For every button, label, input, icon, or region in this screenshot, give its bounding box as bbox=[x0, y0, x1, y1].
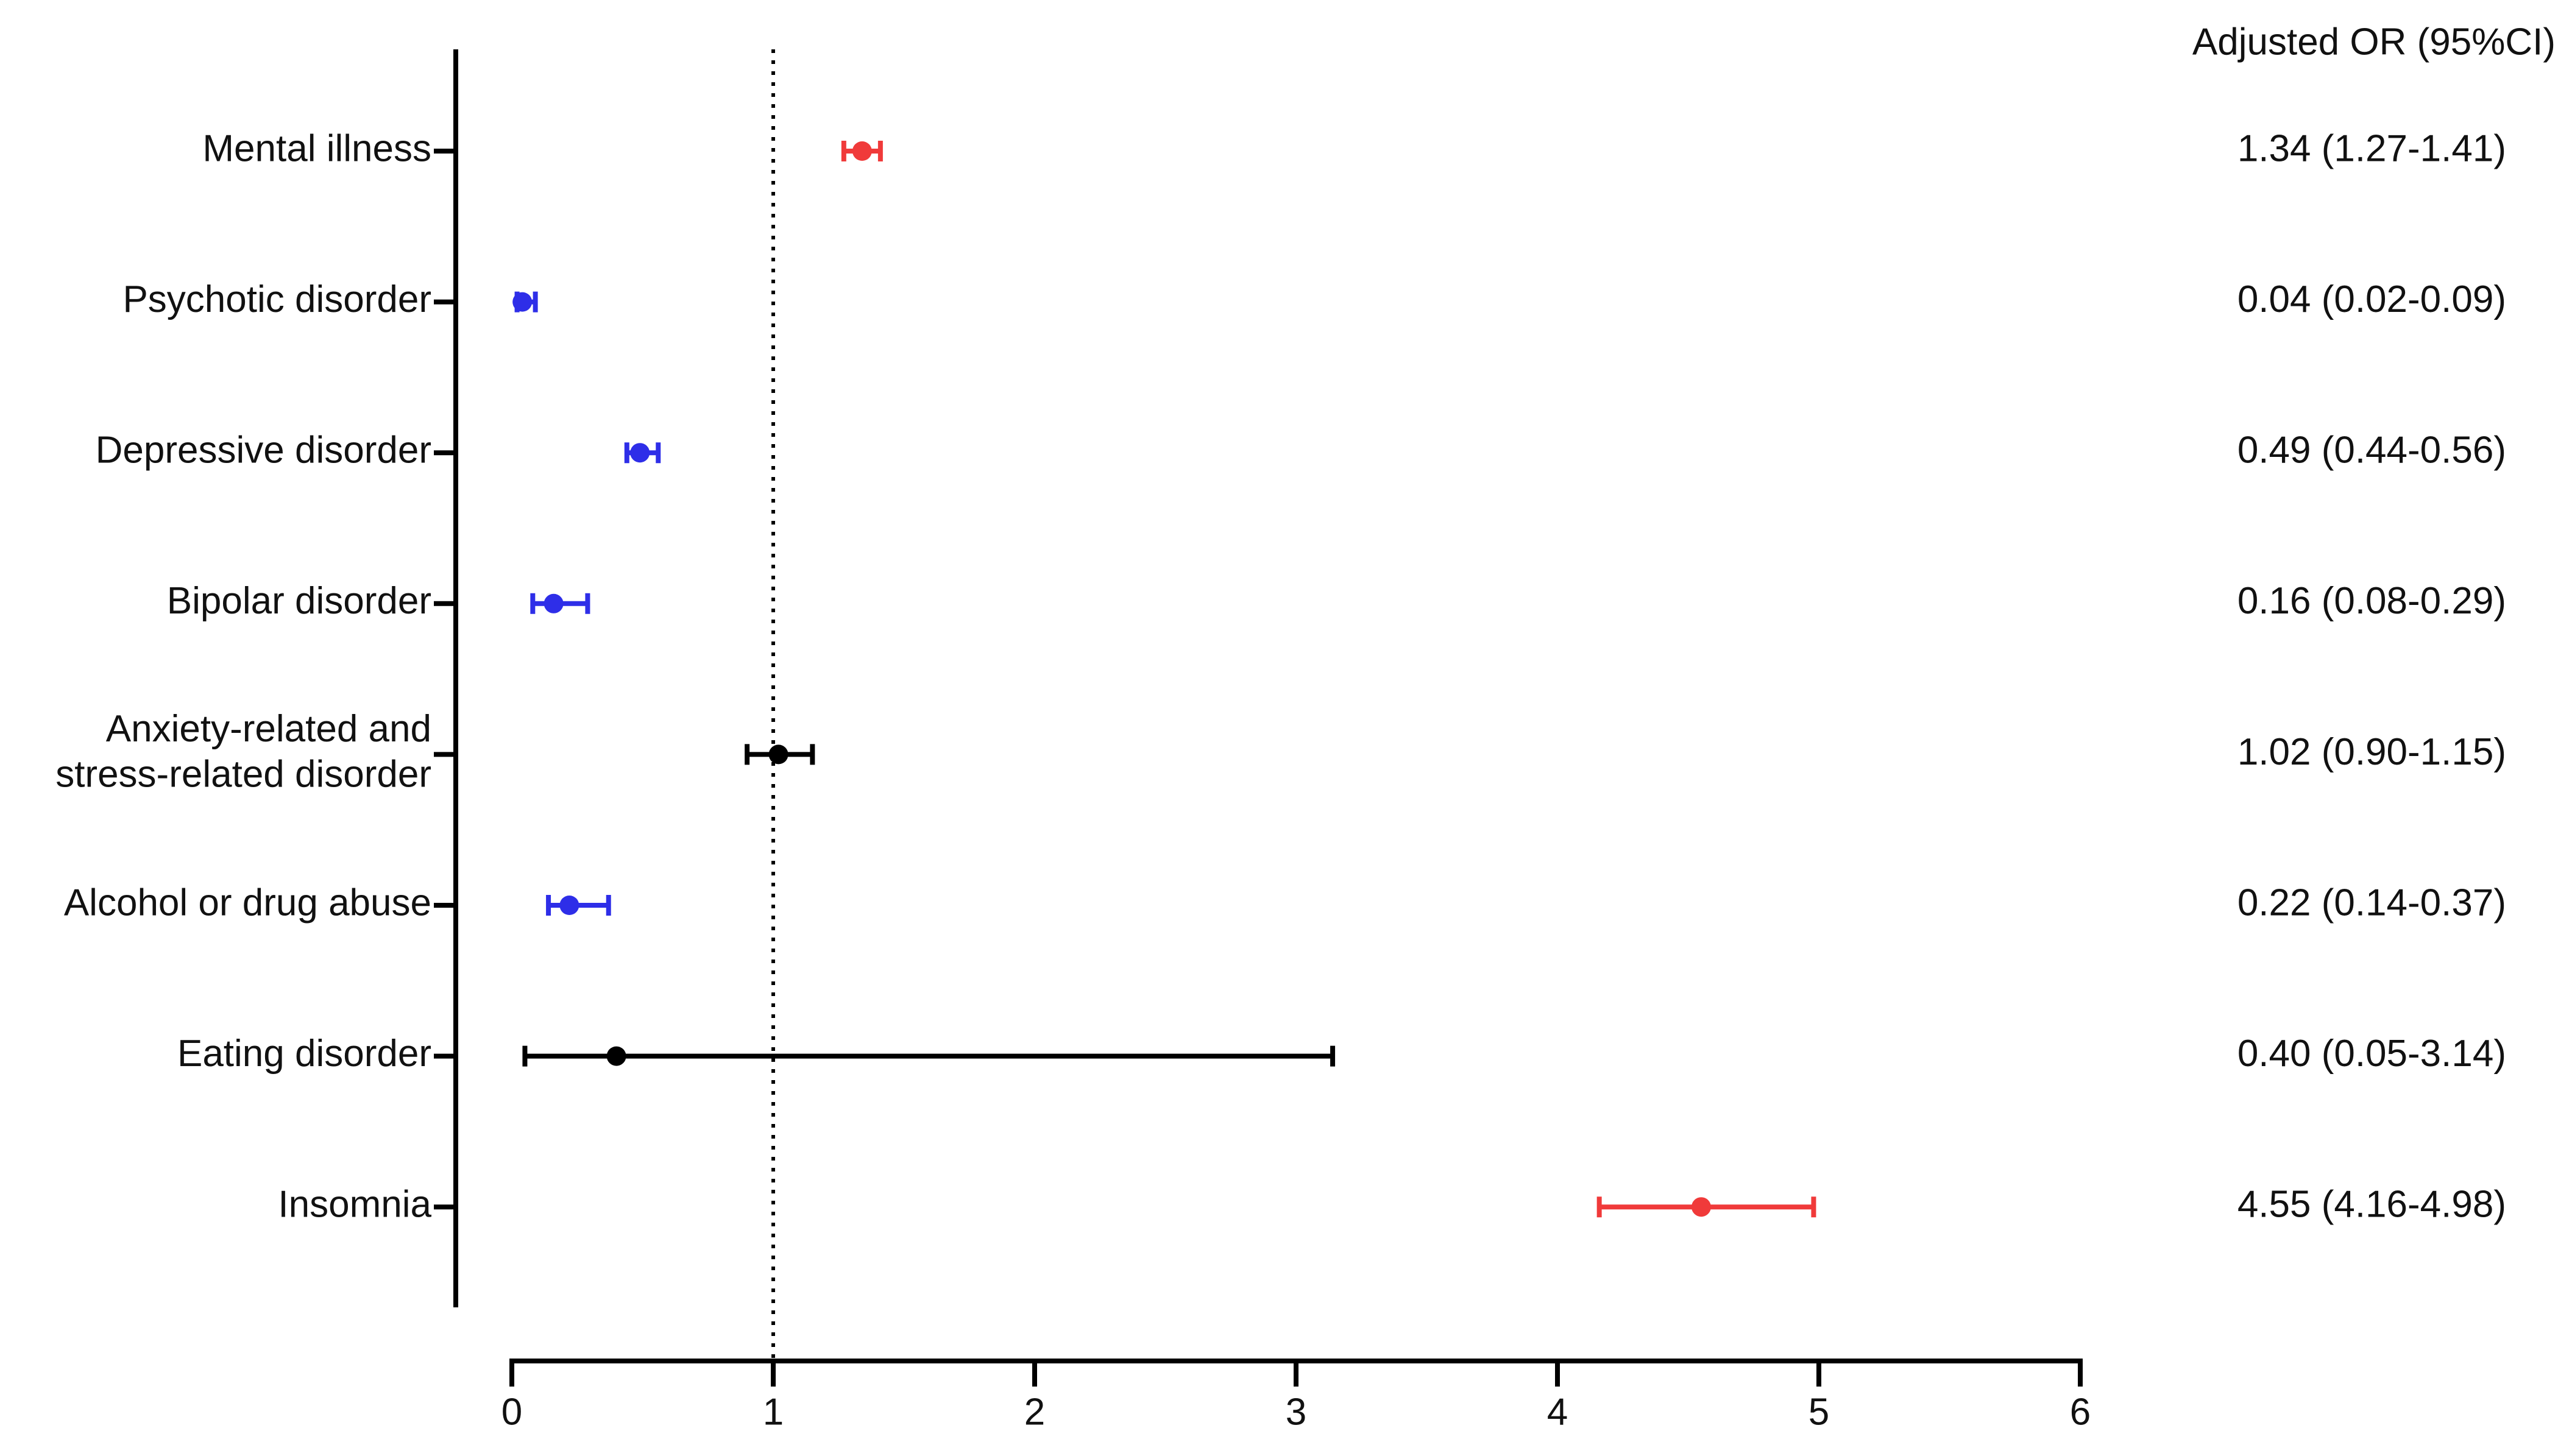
value-label: 1.34 (1.27-1.41) bbox=[2237, 127, 2506, 169]
point-estimate bbox=[630, 443, 650, 463]
point-estimate bbox=[544, 593, 564, 613]
x-tick-label: 6 bbox=[2070, 1391, 2091, 1433]
value-label-header: Adjusted OR (95%CI) bbox=[2192, 21, 2556, 63]
x-tick-label: 5 bbox=[1809, 1391, 1829, 1433]
point-estimate bbox=[852, 141, 872, 161]
point-estimate bbox=[1691, 1197, 1711, 1217]
category-label: Eating disorder bbox=[177, 1033, 431, 1075]
point-estimate bbox=[559, 896, 579, 915]
x-tick-label: 0 bbox=[501, 1391, 522, 1433]
value-label: 4.55 (4.16-4.98) bbox=[2237, 1184, 2506, 1226]
category-label: Psychotic disorder bbox=[122, 278, 431, 320]
value-label: 1.02 (0.90-1.15) bbox=[2237, 731, 2506, 773]
point-estimate bbox=[606, 1046, 626, 1066]
x-tick-label: 2 bbox=[1024, 1391, 1045, 1433]
x-tick-label: 1 bbox=[763, 1391, 784, 1433]
category-label: Mental illness bbox=[202, 127, 431, 169]
value-label: 0.40 (0.05-3.14) bbox=[2237, 1033, 2506, 1075]
point-estimate bbox=[768, 744, 788, 765]
category-label: Anxiety-related and stress-related disord… bbox=[55, 709, 431, 796]
value-label: 0.04 (0.02-0.09) bbox=[2237, 278, 2506, 320]
category-label: Insomnia bbox=[278, 1184, 431, 1226]
x-tick-label: 3 bbox=[1286, 1391, 1306, 1433]
category-label: Bipolar disorder bbox=[167, 580, 431, 622]
category-label: Alcohol or drug abuse bbox=[64, 882, 431, 924]
value-label: 0.49 (0.44-0.56) bbox=[2237, 429, 2506, 472]
category-label: Depressive disorder bbox=[96, 429, 431, 472]
value-label: 0.22 (0.14-0.37) bbox=[2237, 882, 2506, 924]
point-estimate bbox=[512, 292, 533, 312]
x-tick-label: 4 bbox=[1547, 1391, 1568, 1433]
value-label: 0.16 (0.08-0.29) bbox=[2237, 580, 2506, 622]
